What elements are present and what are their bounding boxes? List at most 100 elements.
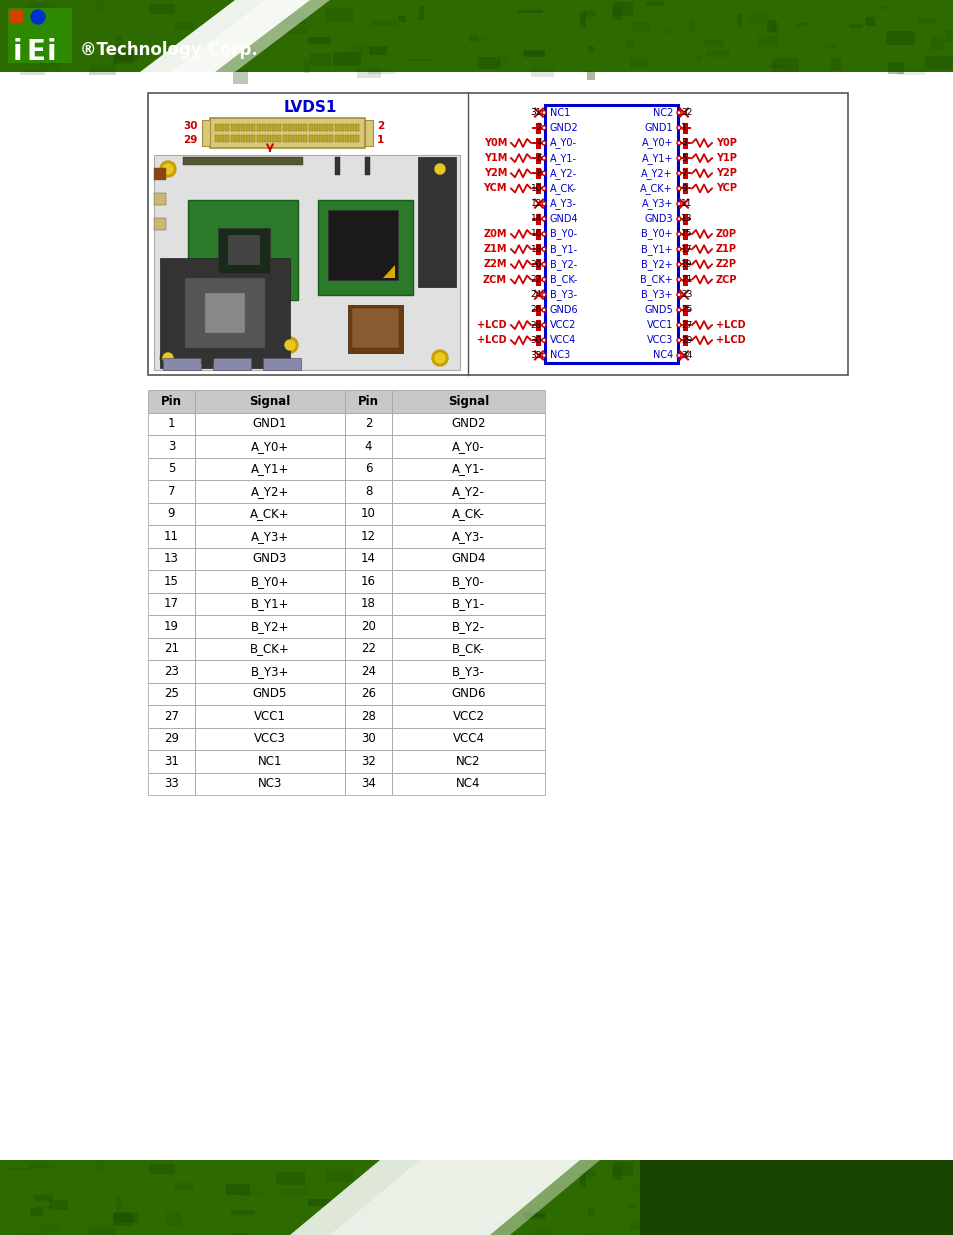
Text: Y0M: Y0M — [483, 138, 506, 148]
Text: A_CK-: A_CK- — [452, 508, 484, 520]
Bar — [148, 435, 194, 457]
Bar — [612, 1166, 621, 1179]
Bar — [469, 35, 477, 42]
Text: NC3: NC3 — [550, 351, 570, 361]
Bar — [8, 7, 71, 63]
Text: 19: 19 — [680, 259, 692, 269]
Bar — [194, 457, 345, 480]
Bar — [348, 305, 402, 353]
Text: GND2: GND2 — [451, 417, 485, 430]
Bar — [758, 36, 777, 44]
Bar — [586, 72, 595, 80]
Bar — [345, 659, 392, 683]
Circle shape — [677, 353, 680, 357]
Bar — [329, 135, 333, 142]
Bar — [663, 1191, 673, 1194]
Text: NC1: NC1 — [550, 107, 570, 117]
Bar — [304, 61, 310, 73]
Bar — [345, 435, 392, 457]
Bar — [153, 156, 459, 370]
Bar — [148, 480, 194, 503]
Text: 7: 7 — [168, 485, 175, 498]
Circle shape — [677, 156, 680, 161]
Bar — [233, 70, 248, 84]
Bar — [771, 58, 798, 72]
Bar — [194, 390, 345, 412]
Bar — [629, 59, 648, 68]
Text: 4: 4 — [364, 440, 372, 453]
Circle shape — [160, 161, 175, 177]
Bar — [748, 1174, 766, 1184]
Text: 18: 18 — [530, 245, 541, 253]
Bar — [930, 1199, 943, 1212]
Text: A_Y1-: A_Y1- — [550, 153, 577, 163]
Bar — [256, 135, 260, 142]
Bar — [345, 124, 349, 131]
Bar — [148, 659, 194, 683]
Circle shape — [282, 337, 297, 353]
Bar — [392, 750, 544, 773]
Text: YCM: YCM — [483, 184, 506, 194]
Circle shape — [435, 353, 444, 363]
Bar — [194, 750, 345, 773]
Bar — [194, 412, 345, 435]
Bar — [148, 727, 544, 750]
Bar — [345, 773, 392, 795]
Circle shape — [541, 232, 545, 236]
Bar — [736, 15, 741, 27]
Bar — [272, 124, 276, 131]
Bar — [392, 480, 544, 503]
Bar — [769, 64, 782, 68]
Circle shape — [677, 338, 680, 342]
Bar — [231, 124, 234, 131]
Text: A_Y1-: A_Y1- — [452, 462, 484, 475]
Circle shape — [677, 278, 680, 282]
Bar — [280, 27, 307, 33]
Text: A_CK+: A_CK+ — [250, 508, 290, 520]
Bar — [30, 1163, 54, 1170]
Text: 29: 29 — [680, 336, 692, 345]
Text: Z1M: Z1M — [483, 245, 506, 254]
Bar — [30, 2, 54, 10]
Bar — [0, 1160, 953, 1235]
Bar — [612, 6, 621, 20]
Text: B_Y3-: B_Y3- — [452, 664, 484, 678]
Bar — [318, 124, 323, 131]
Circle shape — [541, 141, 545, 144]
Bar — [392, 412, 544, 435]
Text: 19: 19 — [164, 620, 179, 632]
Bar — [587, 1208, 593, 1214]
Circle shape — [30, 10, 45, 23]
Bar — [371, 20, 396, 26]
Bar — [194, 480, 345, 503]
Text: A_Y1+: A_Y1+ — [640, 153, 672, 163]
Text: A_Y3-: A_Y3- — [452, 530, 484, 542]
Bar — [392, 637, 544, 659]
Text: 33: 33 — [164, 777, 178, 790]
Bar — [233, 1233, 248, 1235]
Text: B_CK+: B_CK+ — [250, 642, 290, 656]
Bar — [924, 1218, 952, 1231]
Bar — [272, 135, 276, 142]
Bar — [148, 412, 544, 435]
Bar — [202, 120, 210, 146]
Bar — [261, 135, 266, 142]
Bar — [261, 124, 266, 131]
Bar — [314, 135, 317, 142]
Text: Z0M: Z0M — [483, 228, 506, 240]
Circle shape — [541, 172, 545, 175]
Text: 28: 28 — [360, 710, 375, 722]
Bar — [688, 20, 694, 31]
Bar — [339, 1216, 345, 1220]
Bar — [392, 683, 544, 705]
Bar — [148, 659, 544, 683]
Circle shape — [677, 232, 680, 236]
Bar — [241, 124, 245, 131]
Text: Y2P: Y2P — [716, 168, 736, 178]
Bar — [350, 124, 354, 131]
Circle shape — [285, 340, 294, 350]
Text: 10: 10 — [530, 184, 541, 193]
Bar — [148, 571, 194, 593]
Bar — [149, 1165, 175, 1174]
Bar — [194, 615, 345, 637]
